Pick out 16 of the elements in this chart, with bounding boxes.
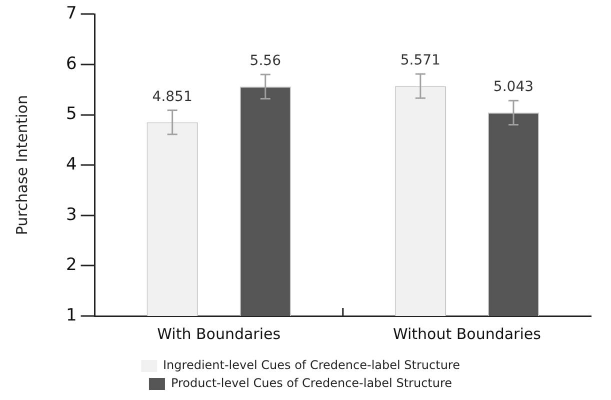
y-tick-label: 4 <box>66 154 77 175</box>
legend-label: Product-level Cues of Credence-label Structure <box>170 376 452 390</box>
y-tick-label: 7 <box>66 4 77 24</box>
y-tick-label: 2 <box>66 255 77 276</box>
data-label: 5.56 <box>250 53 282 70</box>
y-axis-title: Purchase Intention <box>12 95 31 236</box>
x-tick-label: With Boundaries <box>157 324 281 343</box>
y-tick-label: 1 <box>66 305 77 326</box>
y-tick-label: 5 <box>66 104 77 124</box>
data-label: 4.851 <box>152 88 192 105</box>
y-tick-label: 6 <box>66 54 77 74</box>
y-tick-label: 3 <box>66 204 77 225</box>
data-label: 5.571 <box>400 52 440 69</box>
x-tick-label: Without Boundaries <box>392 324 542 343</box>
legend-label: Ingredient-level Cues of Credence-label Structure <box>163 358 460 372</box>
data-label: 5.043 <box>493 79 534 96</box>
